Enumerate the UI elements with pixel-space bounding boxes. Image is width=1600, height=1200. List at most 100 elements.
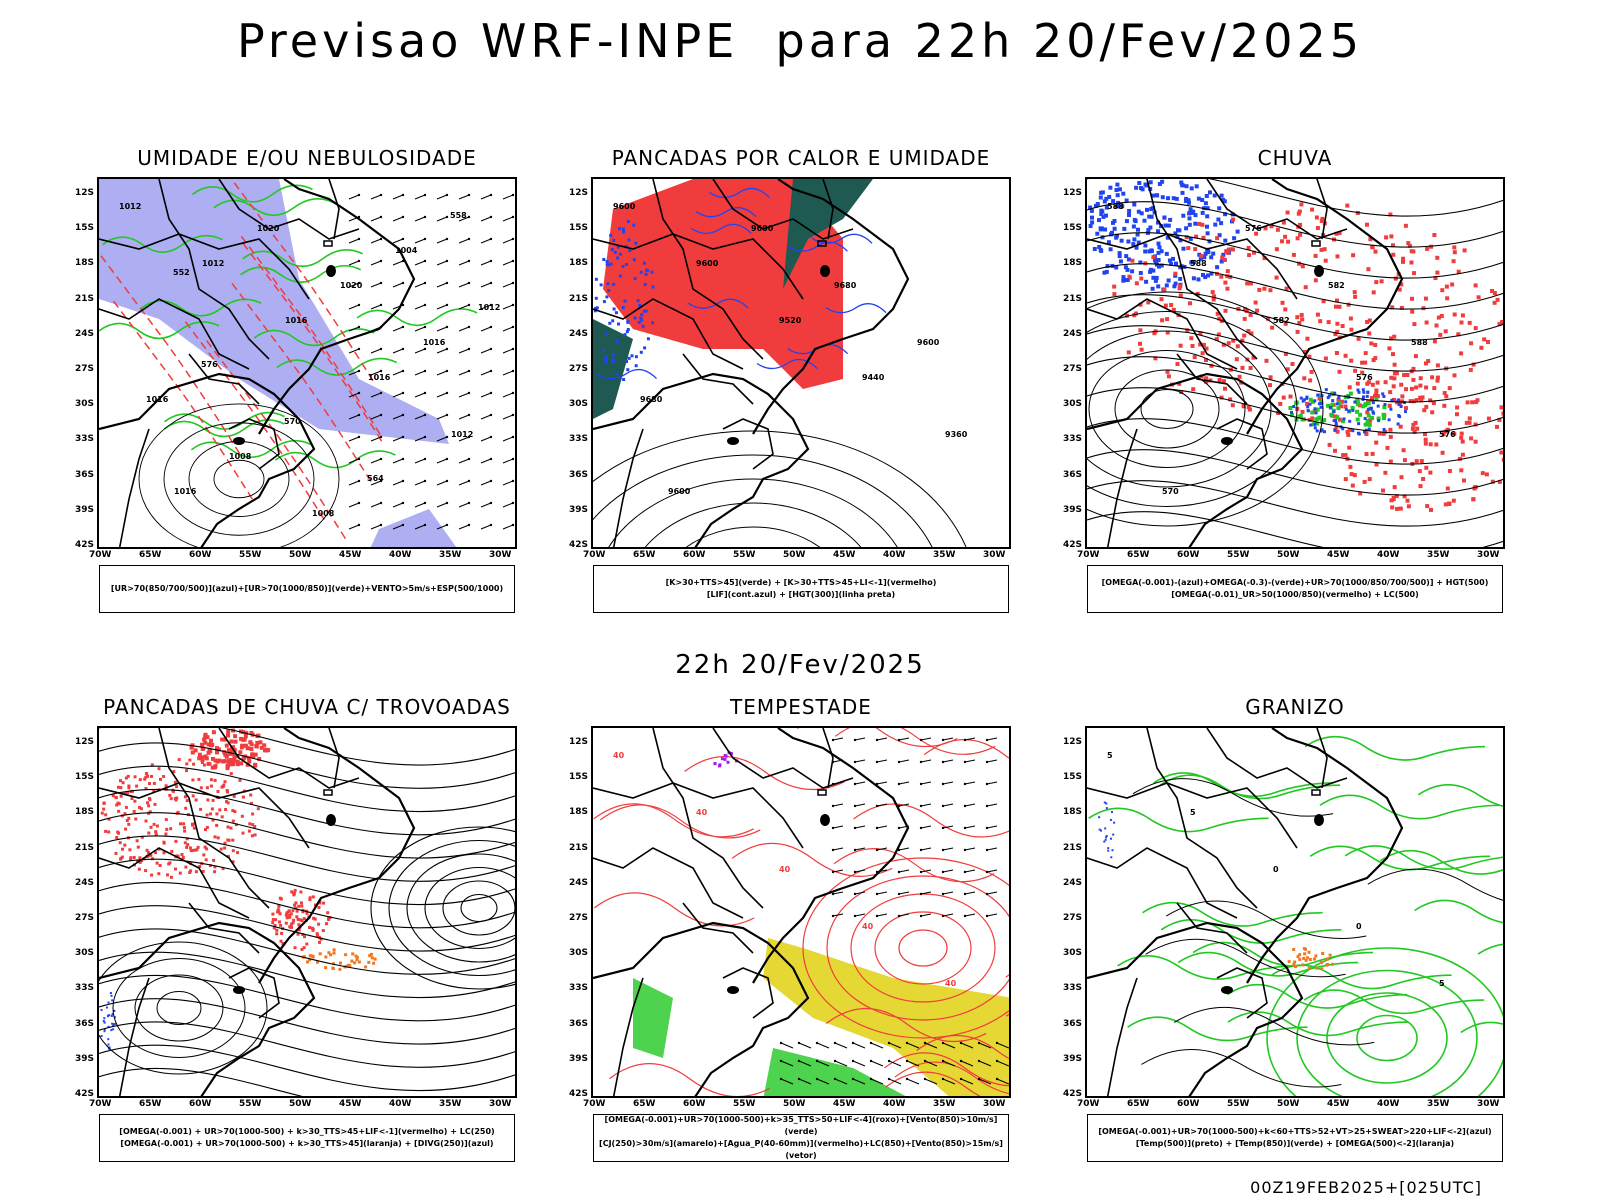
precip-cell (259, 745, 264, 750)
precip-cell (215, 823, 219, 827)
wind-vector (414, 436, 426, 442)
lat-tick-label: 42S (569, 1089, 589, 1099)
wind-vector (436, 260, 448, 266)
precip-cell (206, 742, 211, 747)
lon-tick-label: 60W (1177, 550, 1200, 560)
precip-cell (1104, 269, 1109, 274)
wind-vector (480, 480, 492, 486)
wind-vector-head (467, 391, 471, 395)
wind-vector (348, 502, 360, 508)
wind-vector-head (875, 760, 879, 764)
precip-cell (1165, 317, 1170, 322)
map-canvas (99, 728, 515, 1096)
precip-cell (240, 814, 244, 818)
precip-cell (1364, 432, 1369, 436)
precip-cell (1153, 278, 1158, 283)
precip-cell (339, 961, 342, 965)
precip-cell (1366, 267, 1371, 272)
lat-tick-label: 27S (75, 364, 95, 374)
wind-vector-head (401, 237, 405, 241)
precip-cell (1329, 405, 1332, 409)
precip-cell (594, 277, 598, 281)
precip-cell (1298, 232, 1303, 237)
coastline (99, 921, 316, 1096)
wind-vector-head (923, 1077, 927, 1081)
precip-cell (277, 904, 281, 908)
precip-cell (317, 906, 321, 909)
wind-vector (920, 759, 932, 763)
wind-vector (964, 803, 976, 807)
precip-cell (1303, 285, 1308, 290)
wind-vector (458, 392, 470, 398)
lake (817, 240, 827, 247)
precip-cell (1337, 395, 1341, 399)
precip-cell (628, 249, 632, 253)
precip-cell (1443, 502, 1448, 507)
wind-vector (888, 1042, 902, 1049)
precip-cell (110, 994, 113, 997)
precip-cell (1361, 388, 1365, 392)
lat-tick-label: 33S (569, 434, 589, 445)
precip-cell (145, 772, 149, 775)
precip-cell (169, 797, 173, 801)
wind-vector (436, 480, 448, 486)
precip-cell (1102, 270, 1107, 275)
wind-vector (348, 392, 360, 398)
contour-line (898, 929, 948, 967)
precip-cell (232, 794, 236, 798)
wind-vector-head (423, 457, 427, 461)
precip-cell (192, 826, 196, 830)
precip-cell (1467, 416, 1472, 421)
temperature-850-contour (1460, 1021, 1503, 1034)
precip-cell (1435, 255, 1440, 260)
precip-cell (1383, 380, 1388, 385)
precip-cell (297, 904, 301, 908)
precip-cell (226, 729, 231, 734)
precip-cell (1322, 247, 1327, 252)
precip-cell (150, 873, 154, 877)
precip-cell (1355, 381, 1360, 386)
precip-cell (107, 1001, 110, 1004)
precip-cell (638, 303, 642, 307)
precip-cell (296, 917, 300, 921)
precip-cell (1418, 484, 1423, 489)
precip-cell (1361, 404, 1366, 409)
precip-cell (117, 831, 120, 835)
wind-vector-head (887, 1077, 891, 1081)
precip-cell (1360, 360, 1365, 365)
wind-vector (370, 414, 382, 420)
precip-cell (633, 316, 637, 320)
precip-cell (251, 812, 255, 816)
precip-cell (1200, 351, 1205, 356)
wind-vector-head (831, 870, 835, 874)
wind-vector-head (985, 914, 989, 918)
lon-tick-label: 55W (733, 550, 756, 560)
wind-vector-head (467, 193, 471, 197)
precip-cell (224, 808, 228, 811)
precip-cell (202, 791, 206, 795)
precip-cell (1300, 409, 1305, 414)
wind-vector (876, 891, 888, 895)
precip-cell (1428, 470, 1433, 475)
precip-cell (1497, 479, 1502, 484)
precip-cell (301, 933, 305, 936)
precip-cell (1391, 243, 1395, 248)
precip-cell (1186, 198, 1191, 203)
wind-vector (370, 436, 382, 442)
precip-cell (1357, 422, 1361, 426)
streamline (1087, 418, 1503, 465)
precip-cell (1124, 198, 1129, 203)
precip-cell (1156, 258, 1161, 262)
precip-cell (621, 306, 625, 309)
precip-cell (242, 737, 247, 742)
contour-value-label: 1008 (312, 509, 335, 518)
precip-cell (119, 794, 123, 798)
precip-cell (1335, 429, 1340, 434)
precip-cell (313, 917, 317, 921)
precip-cell (332, 948, 336, 952)
precip-cell (144, 819, 148, 823)
precip-cell (109, 992, 112, 994)
lon-tick-label: 70W (583, 1099, 606, 1109)
precip-cell (1255, 308, 1260, 313)
wind-vector (502, 480, 514, 486)
